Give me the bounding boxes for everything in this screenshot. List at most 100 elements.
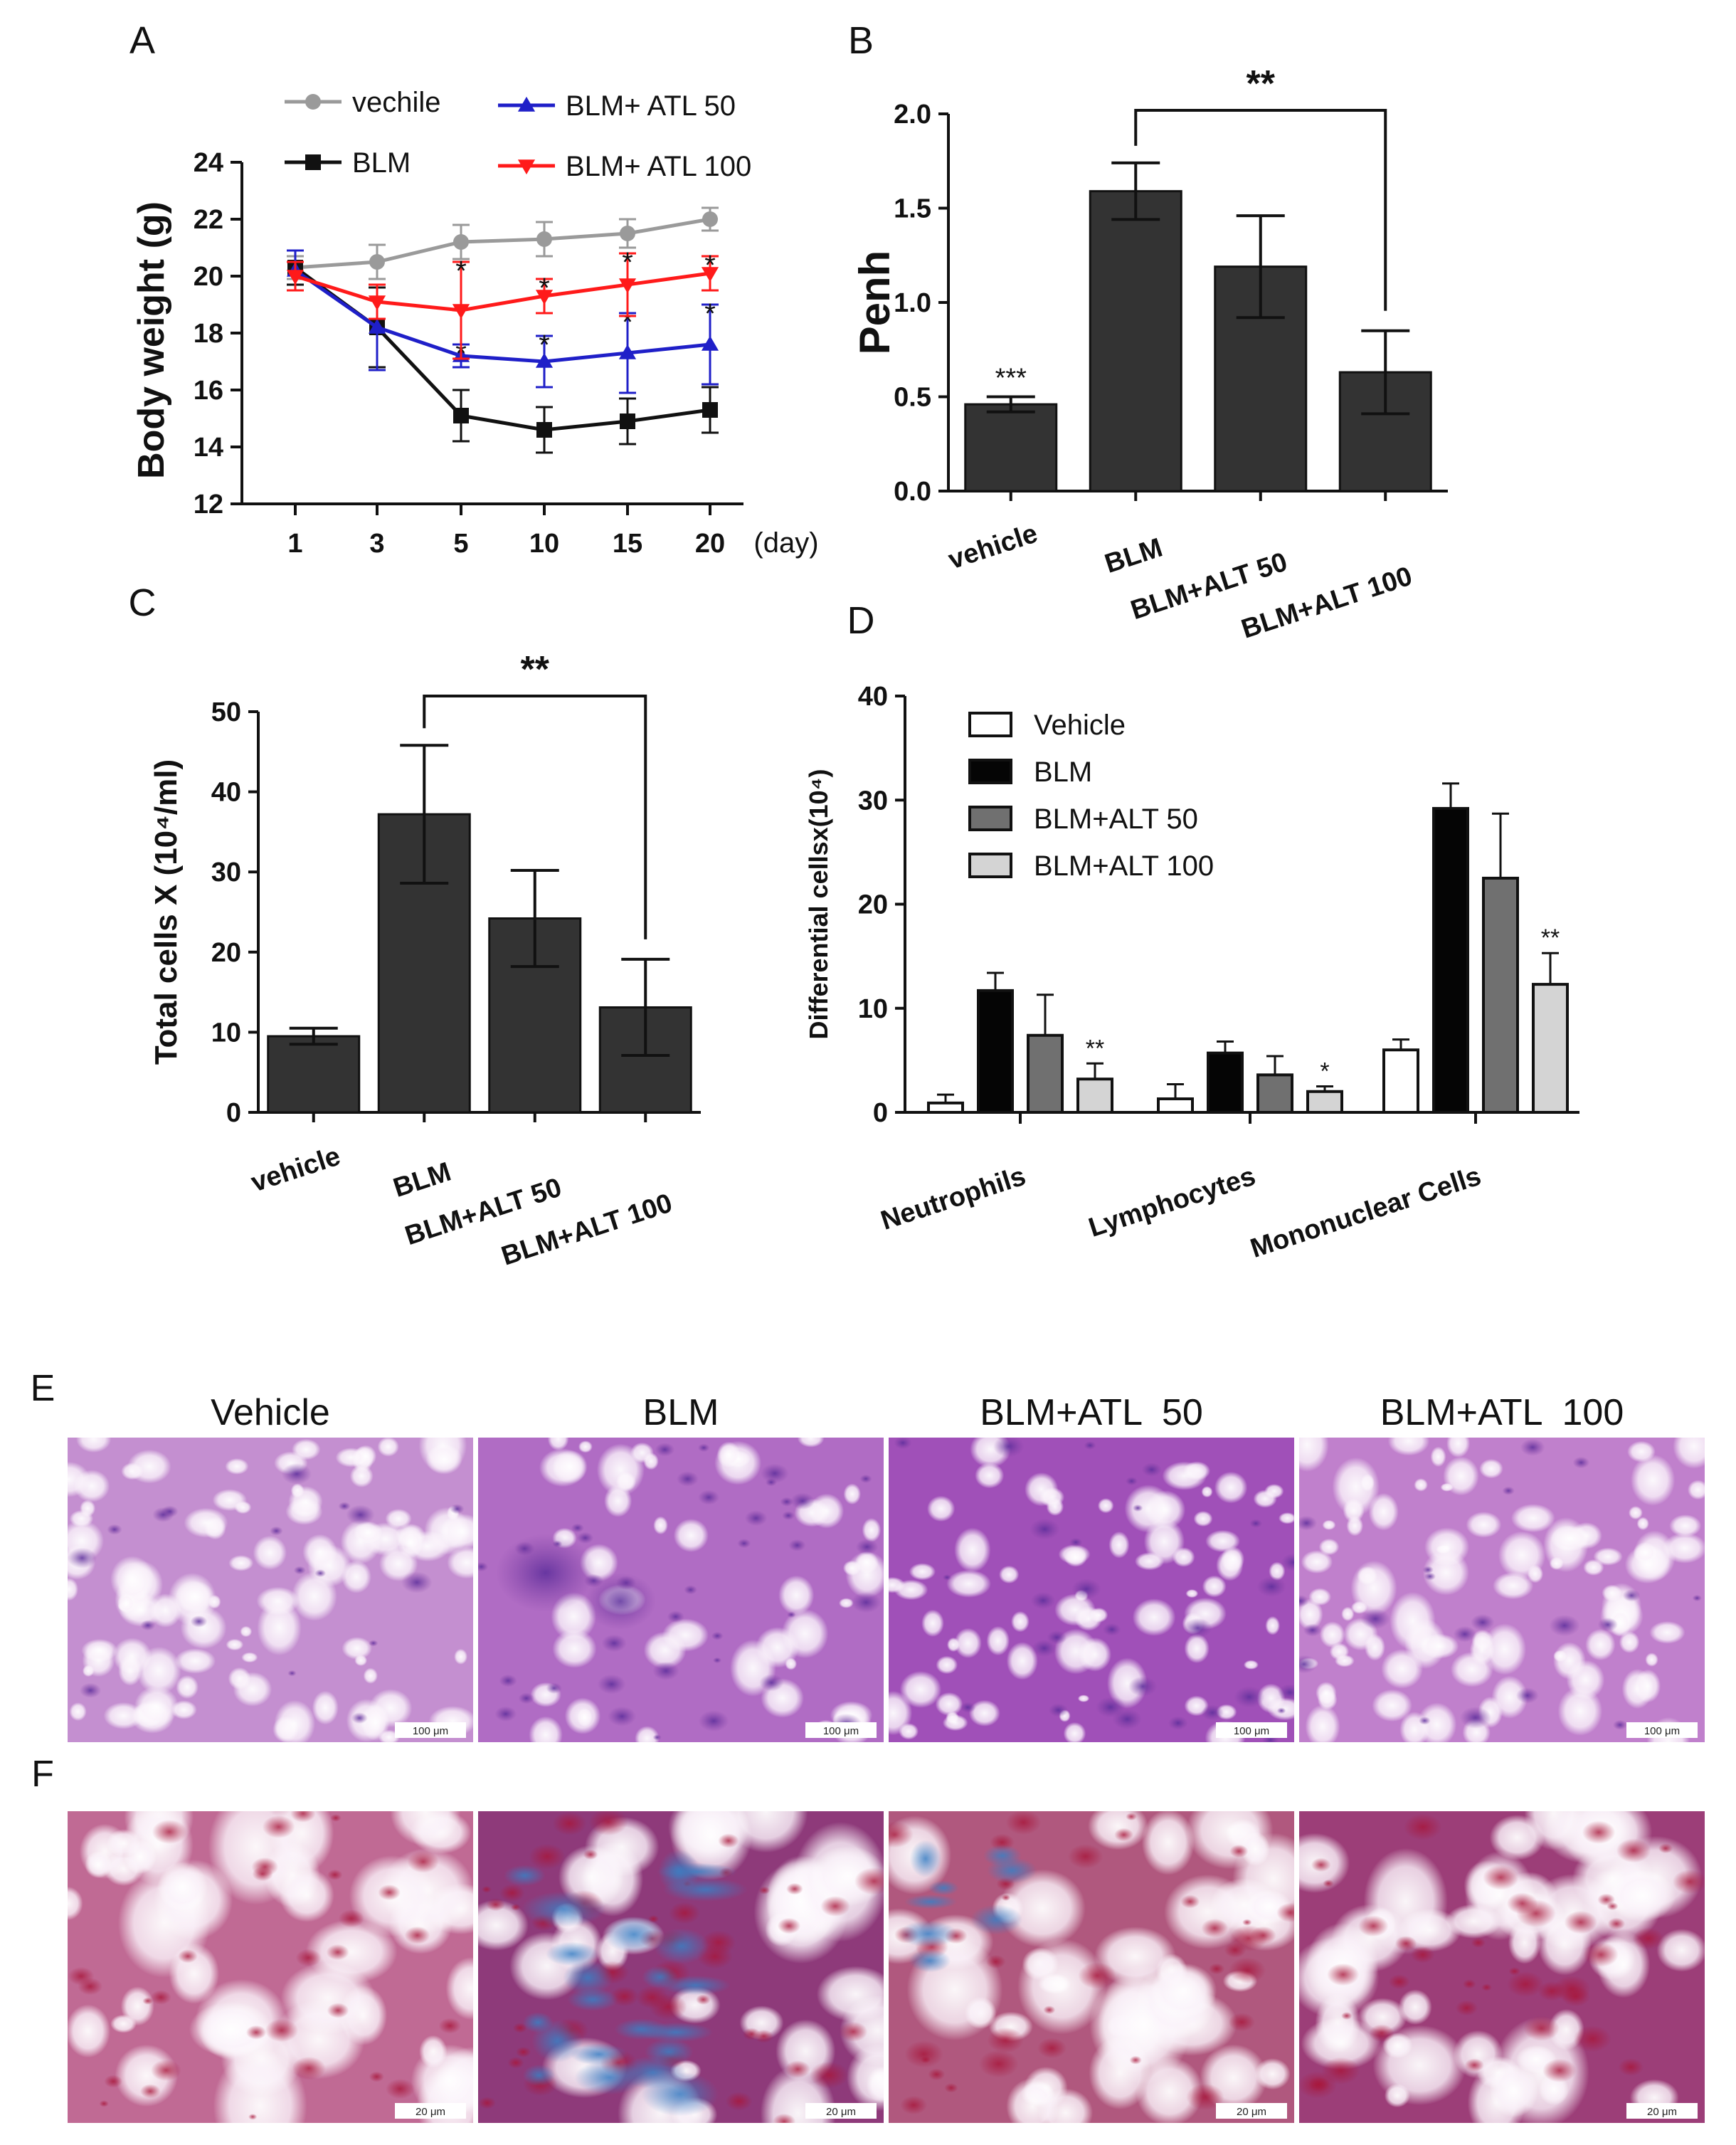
stained-cells	[327, 2003, 349, 2018]
stained-cells	[588, 1811, 628, 1836]
stained-cells	[889, 1821, 914, 1848]
stained-cells	[788, 1539, 806, 1551]
alveolar-space	[68, 1886, 83, 1921]
data-point	[536, 231, 552, 247]
stained-cells	[777, 1917, 801, 1934]
stained-cells	[1276, 1902, 1294, 1923]
alveolar-space	[1553, 1650, 1567, 1662]
alveolar-space	[1649, 1620, 1685, 1644]
stained-cells	[1515, 1687, 1539, 1704]
alveolar-space	[1318, 1538, 1340, 1556]
alveolar-space	[909, 1563, 936, 1581]
alveolar-space	[1162, 1461, 1207, 1490]
legend-marker	[305, 94, 321, 110]
y-tick-label: 20	[211, 938, 241, 968]
x-tick-label: Mononuclear Cells	[1247, 1161, 1484, 1264]
legend-item: BLM	[285, 147, 411, 179]
stained-cells	[1250, 1926, 1276, 1945]
scale-bar-label: 20 μm	[1647, 2106, 1677, 2118]
stained-cells	[1388, 1974, 1410, 1990]
stained-cells	[1242, 1919, 1252, 1926]
alveolar-space	[1185, 1589, 1199, 1598]
stained-cells	[1030, 1591, 1056, 1610]
alveolar-space	[68, 1578, 79, 1601]
stained-cells	[1507, 1971, 1544, 1998]
stained-cells	[1168, 1716, 1188, 1730]
bracket-label: **	[1247, 63, 1276, 105]
bar	[1256, 1073, 1293, 1114]
stained-cells	[478, 2097, 496, 2109]
y-tick-label: 40	[211, 778, 241, 808]
stained-cells	[265, 2018, 299, 2043]
significance-star: *	[622, 247, 633, 278]
alveolar-space	[1132, 1598, 1176, 1636]
legend-swatch	[968, 806, 1012, 831]
alveolar-space	[361, 1704, 390, 1741]
alveolar-space	[1243, 1660, 1259, 1670]
stained-cells	[161, 1505, 179, 1518]
stained-cells	[346, 1504, 375, 1525]
alveolar-space	[1609, 1609, 1631, 1638]
legend-a: vechile BLM BLM+ ATL 50 BLM+ ATL 100	[285, 87, 751, 182]
alveolar-space	[1088, 1811, 1148, 1850]
stained-cells	[1422, 1566, 1434, 1574]
data-point	[286, 270, 305, 285]
y-axis-label: Penh	[851, 251, 899, 355]
alveolar-space	[1387, 1438, 1430, 1456]
column-title: BLM+ATL 50	[980, 1392, 1203, 1433]
alveolar-space	[445, 1956, 473, 2020]
legend-item: vechile	[285, 87, 441, 118]
alveolar-space	[1585, 1628, 1616, 1661]
scale-bar-label: 20 μm	[826, 2106, 856, 2118]
data-point	[453, 234, 469, 250]
stained-cells	[698, 1490, 720, 1505]
y-axis-label: Body weight (g)	[131, 201, 172, 479]
bracket-label: **	[521, 649, 550, 690]
alveolar-space	[1645, 1653, 1658, 1667]
stained-cells	[785, 2060, 810, 2078]
stained-cells	[481, 1886, 492, 1893]
data-point	[535, 290, 554, 305]
alveolar-space	[342, 1637, 372, 1660]
stained-cells	[1084, 1440, 1096, 1450]
series-blm-atl-50: * * * *	[286, 249, 719, 394]
alveolar-space	[1329, 1643, 1350, 1660]
scale-bar: 20 μm	[805, 2103, 877, 2119]
y-tick-label: 10	[211, 1018, 241, 1048]
significance-star: *	[704, 298, 716, 330]
alveolar-space	[110, 1556, 154, 1603]
y-tick-label: 1.5	[894, 194, 931, 224]
error-bar	[1111, 161, 1160, 221]
tissue-area	[1299, 1811, 1705, 2123]
alveolar-space	[354, 1521, 383, 1544]
alveolar-space	[999, 1565, 1020, 1584]
alveolar-space	[68, 2004, 111, 2058]
collagen-deposit	[660, 1975, 731, 1996]
stained-cells	[1321, 2057, 1360, 2085]
alveolar-space	[1489, 2064, 1539, 2118]
stained-cells	[104, 2075, 123, 2088]
legend-label: BLM+ ATL 50	[566, 90, 736, 122]
alveolar-space	[809, 1493, 845, 1529]
alveolar-space	[552, 1629, 597, 1668]
stained-cells	[529, 1843, 566, 1870]
stained-cells	[507, 2057, 524, 2069]
stained-cells	[942, 1574, 952, 1581]
panel-label-f: F	[31, 1754, 54, 1795]
alveolar-space	[843, 1483, 861, 1505]
alveolar-space	[862, 1517, 882, 1542]
alveolar-space	[529, 1716, 563, 1742]
alveolar-space	[1184, 1633, 1210, 1664]
stained-cells	[1224, 1942, 1247, 1958]
stained-cells	[338, 1502, 351, 1511]
stained-cells	[1071, 1579, 1101, 1600]
alveolar-space	[1424, 1527, 1470, 1566]
stained-cells	[1201, 1918, 1229, 1938]
alveolar-space	[1265, 1616, 1281, 1635]
alveolar-space	[292, 1438, 321, 1460]
stained-cells	[1613, 1719, 1628, 1730]
stained-cells	[330, 1814, 342, 1822]
alveolar-space	[1593, 1547, 1623, 1566]
stained-cells	[859, 1474, 872, 1483]
stained-cells	[900, 2095, 928, 2115]
